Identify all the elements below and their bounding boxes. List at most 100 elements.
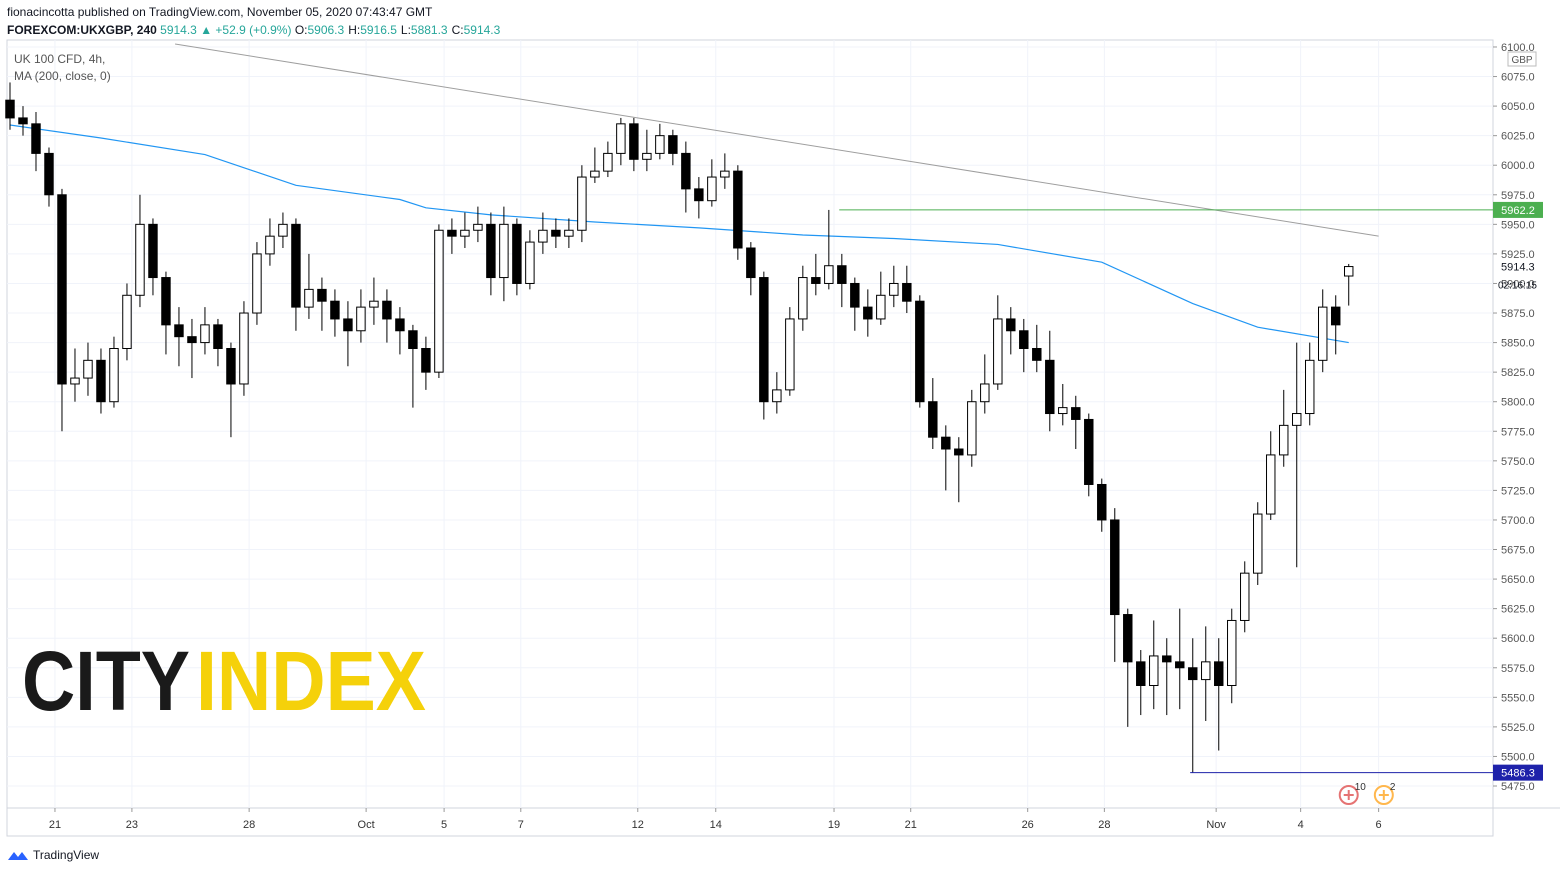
x-tick-label: 5	[441, 819, 447, 831]
candle-body	[1175, 661, 1185, 669]
watermark-index: INDEX	[196, 634, 426, 728]
ohlc-key: C:	[451, 23, 464, 37]
candle-body	[1331, 306, 1341, 326]
candle-body	[824, 265, 834, 284]
candle-body	[967, 401, 977, 456]
candle-body	[538, 229, 548, 243]
candle-body	[278, 223, 288, 237]
candle-body	[902, 282, 912, 302]
candle-body	[1344, 266, 1354, 277]
candle-body	[1071, 407, 1081, 420]
ohlc-key: O:	[294, 23, 308, 37]
y-tick-label: 5750.0	[1501, 456, 1535, 468]
ma-line	[9, 124, 1349, 344]
y-tick-label: 5700.0	[1501, 515, 1535, 527]
candle-body	[1110, 519, 1120, 616]
candle-body	[928, 401, 938, 438]
x-tick-label: 12	[632, 819, 644, 831]
y-tick-label: 5850.0	[1501, 338, 1535, 350]
candle-body	[993, 318, 1003, 385]
level-label: 5486.3	[1501, 768, 1535, 780]
candle-body	[733, 170, 743, 249]
tv-logo	[8, 852, 28, 860]
candle-body	[1136, 661, 1146, 686]
last-price-label: 5914.3	[1501, 262, 1535, 274]
candle-body	[5, 99, 15, 119]
publisher-line: fionacincotta published on TradingView.c…	[7, 5, 433, 19]
watermark: CITY INDEX	[22, 634, 426, 728]
x-tick-label: Oct	[358, 819, 375, 831]
candle-body	[616, 123, 626, 154]
candle-body	[408, 330, 418, 350]
candle-body	[460, 229, 470, 237]
candle-body	[395, 318, 405, 332]
y-tick-label: 6050.0	[1501, 101, 1535, 113]
y-tick-label: 5950.0	[1501, 219, 1535, 231]
level-box	[1493, 201, 1543, 218]
y-tick-label: 5650.0	[1501, 574, 1535, 586]
candle-body	[1058, 407, 1068, 415]
candle-body	[941, 436, 951, 450]
candle-body	[213, 324, 223, 350]
candle-body	[226, 348, 236, 385]
candle-body	[954, 448, 964, 456]
candle-body	[564, 229, 574, 237]
y-tick-label: 5600.0	[1501, 633, 1535, 645]
candle-body	[720, 170, 730, 178]
candle-body	[876, 294, 886, 320]
event-count: 2	[1390, 782, 1396, 793]
y-tick-label: 6075.0	[1501, 72, 1535, 84]
candle-body	[1318, 306, 1328, 361]
candle-body	[96, 359, 106, 403]
candle-body	[18, 117, 28, 125]
candle-body	[811, 277, 821, 284]
candle-body	[655, 135, 665, 154]
candle-body	[31, 123, 41, 154]
candle-body	[837, 265, 847, 284]
y-tick-label: 5775.0	[1501, 426, 1535, 438]
candle-body	[980, 383, 990, 403]
candle-body	[44, 152, 54, 196]
legend-ma: MA (200, close, 0)	[14, 69, 111, 83]
x-tick-label: 26	[1022, 819, 1034, 831]
candle-body	[135, 223, 145, 296]
x-tick-label: 21	[49, 819, 61, 831]
ohlc-key: L:	[400, 23, 411, 37]
y-tick-label: 5875.0	[1501, 308, 1535, 320]
candle-body	[1266, 454, 1276, 515]
candle-body	[382, 300, 392, 320]
candle-body	[681, 152, 691, 190]
trendline	[174, 43, 1379, 237]
ohlc-value: 5916.5	[360, 23, 397, 37]
event-count: 10	[1355, 782, 1367, 793]
candle-body	[317, 288, 327, 302]
y-tick-label: 5900.0	[1501, 278, 1535, 290]
x-tick-label: 14	[710, 819, 722, 831]
candle-body	[889, 282, 899, 296]
candle-body	[70, 377, 80, 385]
candle-body	[330, 300, 340, 320]
x-tick-label: 28	[1098, 819, 1110, 831]
candle-body	[1227, 619, 1237, 686]
x-tick-label: 23	[126, 819, 138, 831]
symbol-line: FOREXCOM:UKXGBP, 240 5914.3 ▲ +52.9 (+0.…	[7, 23, 504, 37]
candle-body	[1084, 418, 1094, 485]
candle-body	[590, 170, 600, 178]
candle-body	[863, 306, 873, 320]
candle-body	[1214, 661, 1224, 686]
candle-body	[239, 312, 249, 385]
event-flag	[1343, 790, 1354, 800]
currency: GBP	[1511, 55, 1532, 66]
y-tick-label: 6100.0	[1501, 42, 1535, 54]
candle-body	[486, 223, 496, 279]
candle-body	[850, 282, 860, 308]
candle-body	[1149, 655, 1159, 686]
y-tick-label: 5550.0	[1501, 692, 1535, 704]
candle-body	[161, 277, 171, 326]
footer-brand: TradingView	[33, 848, 99, 862]
y-tick-label: 5575.0	[1501, 663, 1535, 675]
y-tick-label: 5500.0	[1501, 751, 1535, 763]
x-tick-label: Nov	[1206, 819, 1226, 831]
